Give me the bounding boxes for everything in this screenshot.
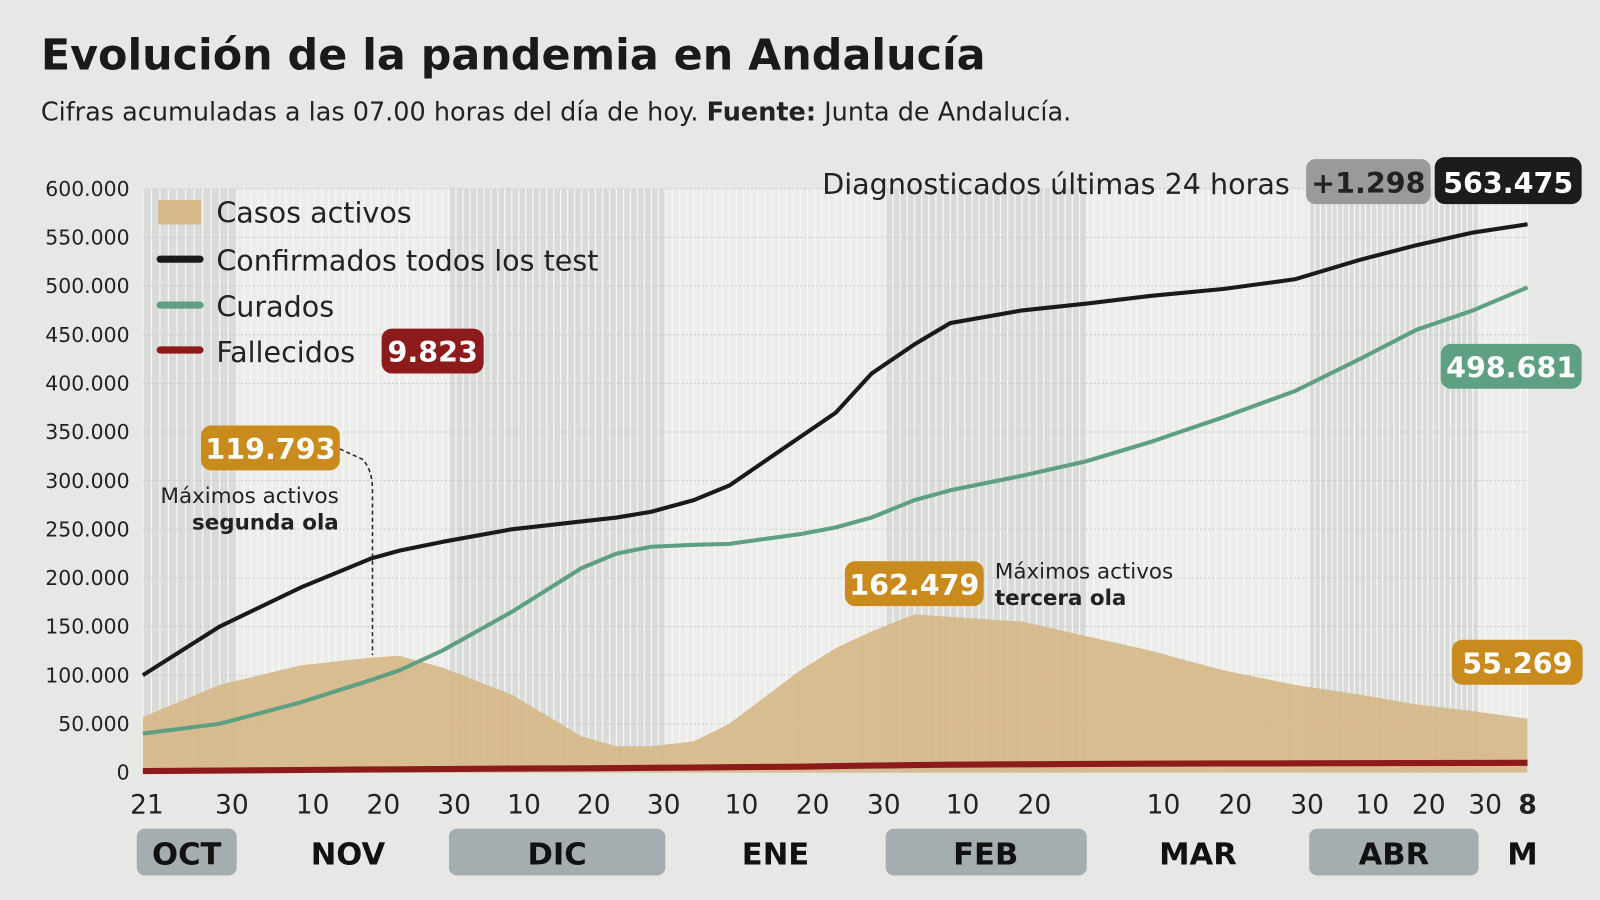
x-tick-label: 10	[296, 789, 330, 820]
x-tick-label: 30	[1468, 789, 1502, 820]
month-label: NOV	[311, 837, 386, 872]
third-wave-text: Máximos activos	[995, 560, 1173, 585]
series-line-curados	[142, 285, 1529, 736]
series-layer	[141, 222, 1529, 775]
x-tick-label: 30	[647, 789, 681, 820]
y-tick-label: 550.000	[45, 226, 129, 250]
y-tick-label: 300.000	[45, 469, 129, 493]
second-wave-leader	[339, 448, 374, 656]
x-tick-label: 8	[1518, 789, 1536, 820]
y-tick-label: 250.000	[45, 517, 129, 541]
y-tick-label: 500.000	[45, 274, 129, 298]
third-wave-badge	[844, 561, 984, 607]
delta-value: +1.298	[1311, 166, 1425, 200]
x-tick-label: 10	[1147, 789, 1181, 820]
curados-value: 498.681	[1446, 351, 1576, 385]
x-tick-label: 10	[725, 789, 759, 820]
y-tick-label: 600.000	[45, 177, 129, 201]
x-tick-label: 20	[1218, 789, 1252, 820]
chart-title: Evolución de la pandemia en Andalucía	[41, 30, 986, 80]
legend-swatch-activos	[158, 200, 202, 225]
x-tick-label: 30	[437, 789, 471, 820]
chart-subtitle: Cifras acumuladas a las 07.00 horas del …	[41, 97, 1071, 127]
x-tick-label: 21	[130, 789, 164, 820]
month-label-box	[136, 828, 237, 876]
x-axis: 21 30 10 20 30 10 20 30 10 20 30 10 20 10 20 30 10 20 30 8	[130, 789, 1537, 820]
total-value: 563.475	[1443, 166, 1573, 200]
second-wave-text: Máximos activos	[161, 484, 339, 509]
y-tick-label: 200.000	[45, 566, 129, 590]
x-tick-label: 10	[946, 789, 980, 820]
x-tick-label: 30	[867, 789, 901, 820]
y-tick-label: 400.000	[45, 371, 129, 395]
fallecidos-value: 9.823	[387, 335, 477, 369]
y-tick-label: 450.000	[45, 323, 129, 347]
x-tick-label: 20	[367, 789, 401, 820]
third-wave-value: 162.479	[849, 568, 979, 602]
delta-badge	[1306, 159, 1431, 205]
second-wave-badge	[201, 425, 340, 471]
legend: Casos activos Confirmados todos los test…	[156, 195, 598, 374]
legend-label-activos: Casos activos	[216, 195, 411, 229]
y-tick-label: 0	[117, 761, 130, 785]
y-tick-label: 100.000	[45, 663, 129, 687]
month-label: FEB	[953, 837, 1018, 872]
month-label: ENE	[742, 837, 809, 872]
month-label: DIC	[528, 837, 587, 872]
x-tick-label: 20	[796, 789, 830, 820]
y-tick-label: 50.000	[58, 712, 129, 736]
y-axis: 0 50.000 100.000 150.000 200.000 250.000 300.0…	[45, 177, 129, 785]
month-label: MAR	[1159, 837, 1237, 872]
third-wave-bold: tercera ola	[995, 586, 1126, 611]
month-label: ABR	[1359, 837, 1430, 872]
month-label: M	[1507, 837, 1537, 872]
month-label-box	[885, 828, 1087, 876]
x-tick-label: 30	[215, 789, 249, 820]
diagnosticados-label: Diagnosticados últimas 24 horas	[822, 167, 1290, 201]
curados-badge	[1440, 343, 1582, 389]
series-line-fallecidos	[142, 759, 1528, 775]
month-label-box	[1309, 828, 1479, 876]
activos-last-badge	[1452, 639, 1583, 685]
month-labels: OCT NOV DIC ENE FEB MAR ABR M	[136, 828, 1538, 876]
x-tick-label: 20	[577, 789, 611, 820]
legend-label-fallecidos: Fallecidos	[216, 335, 355, 369]
series-area-casos-activos	[142, 614, 1528, 773]
second-wave-value: 119.793	[205, 432, 335, 466]
x-tick-label: 10	[1355, 789, 1389, 820]
month-label: OCT	[152, 837, 221, 872]
legend-label-curados: Curados	[216, 289, 334, 323]
second-wave-bold: segunda ola	[192, 511, 339, 536]
month-label-box	[448, 828, 666, 876]
series-line-confirmados	[141, 222, 1528, 677]
y-tick-label: 150.000	[45, 615, 129, 639]
activos-last-value: 55.269	[1462, 646, 1572, 680]
x-tick-label: 20	[1017, 789, 1051, 820]
legend-label-confirmados: Confirmados todos los test	[216, 243, 598, 277]
fallecidos-badge	[381, 328, 484, 374]
x-tick-label: 10	[507, 789, 541, 820]
total-badge	[1434, 157, 1582, 205]
y-tick-label: 350.000	[45, 420, 129, 444]
x-tick-label: 30	[1290, 789, 1324, 820]
x-tick-label: 20	[1412, 789, 1446, 820]
